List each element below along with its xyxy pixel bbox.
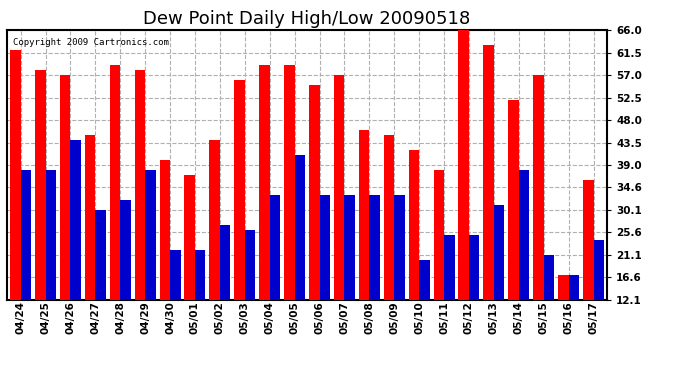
Bar	[145, 170, 156, 300]
Bar	[583, 180, 593, 300]
Bar	[569, 276, 579, 300]
Bar	[10, 50, 21, 300]
Bar	[419, 260, 430, 300]
Bar	[544, 255, 554, 300]
Bar	[344, 195, 355, 300]
Bar	[245, 230, 255, 300]
Bar	[159, 160, 170, 300]
Bar	[494, 206, 504, 300]
Bar	[110, 65, 120, 300]
Bar	[593, 240, 604, 300]
Bar	[533, 75, 544, 300]
Bar	[170, 251, 181, 300]
Title: Dew Point Daily High/Low 20090518: Dew Point Daily High/Low 20090518	[144, 10, 471, 28]
Bar	[295, 155, 305, 300]
Bar	[184, 175, 195, 300]
Bar	[270, 195, 280, 300]
Bar	[334, 75, 344, 300]
Bar	[220, 225, 230, 300]
Text: Copyright 2009 Cartronics.com: Copyright 2009 Cartronics.com	[13, 38, 169, 47]
Bar	[209, 140, 220, 300]
Bar	[85, 135, 95, 300]
Bar	[95, 210, 106, 300]
Bar	[309, 85, 319, 300]
Bar	[195, 251, 206, 300]
Bar	[35, 70, 46, 300]
Bar	[284, 65, 295, 300]
Bar	[408, 150, 419, 300]
Bar	[21, 170, 31, 300]
Bar	[433, 170, 444, 300]
Bar	[319, 195, 330, 300]
Bar	[70, 140, 81, 300]
Bar	[60, 75, 70, 300]
Bar	[135, 70, 145, 300]
Bar	[120, 200, 130, 300]
Bar	[235, 80, 245, 300]
Bar	[46, 170, 56, 300]
Bar	[359, 130, 369, 300]
Bar	[558, 276, 569, 300]
Bar	[469, 236, 480, 300]
Bar	[458, 25, 469, 300]
Bar	[484, 45, 494, 300]
Bar	[444, 236, 455, 300]
Bar	[369, 195, 380, 300]
Bar	[509, 100, 519, 300]
Bar	[384, 135, 394, 300]
Bar	[519, 170, 529, 300]
Bar	[394, 195, 405, 300]
Bar	[259, 65, 270, 300]
